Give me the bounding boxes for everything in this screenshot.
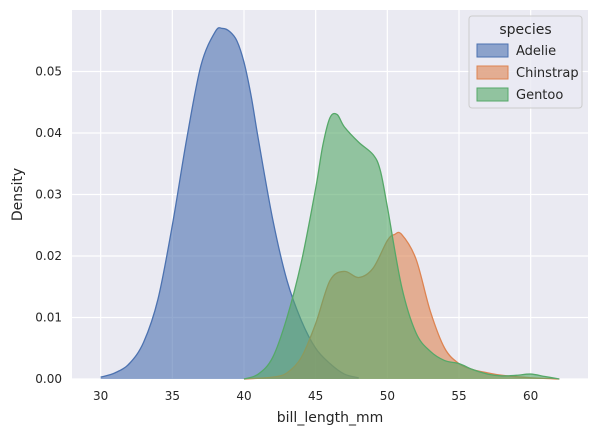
x-tick-label: 45: [308, 389, 323, 403]
legend-swatch-gentoo: [476, 87, 509, 102]
y-tick-label: 0.02: [35, 249, 62, 263]
x-tick-label: 60: [523, 389, 538, 403]
legend-box: [468, 15, 583, 109]
x-tick-label: 30: [93, 389, 108, 403]
legend-label-adelie: Adelie: [516, 44, 556, 59]
y-tick-label: 0.04: [35, 126, 62, 140]
y-tick-label: 0.03: [35, 188, 62, 202]
x-axis-label: bill_length_mm: [277, 410, 383, 426]
y-axis-ticks: 0.00 0.01 0.02 0.03 0.04 0.05: [35, 65, 62, 387]
x-tick-label: 35: [165, 389, 180, 403]
density-areas: [100, 27, 560, 380]
area-adelie: [100, 27, 359, 380]
x-tick-label: 50: [380, 389, 395, 403]
legend: species Adelie Chinstrap Gentoo: [468, 15, 583, 109]
legend-swatch-chinstrap: [476, 65, 509, 80]
y-tick-label: 0.05: [35, 65, 62, 79]
y-tick-label: 0.01: [35, 311, 62, 325]
line-gentoo: [243, 112, 560, 380]
legend-items: Adelie Chinstrap Gentoo: [476, 43, 579, 103]
area-gentoo: [244, 113, 560, 379]
legend-label-chinstrap: Chinstrap: [516, 66, 579, 81]
legend-title: species: [499, 22, 551, 38]
x-tick-label: 55: [451, 389, 466, 403]
x-axis-ticks: 30 35 40 45 50 55 60: [93, 389, 538, 403]
legend-swatch-adelie: [476, 43, 509, 58]
legend-label-gentoo: Gentoo: [516, 88, 563, 103]
x-tick-label: 40: [236, 389, 251, 403]
y-axis-label: Density: [10, 168, 26, 221]
y-tick-label: 0.00: [35, 372, 62, 386]
